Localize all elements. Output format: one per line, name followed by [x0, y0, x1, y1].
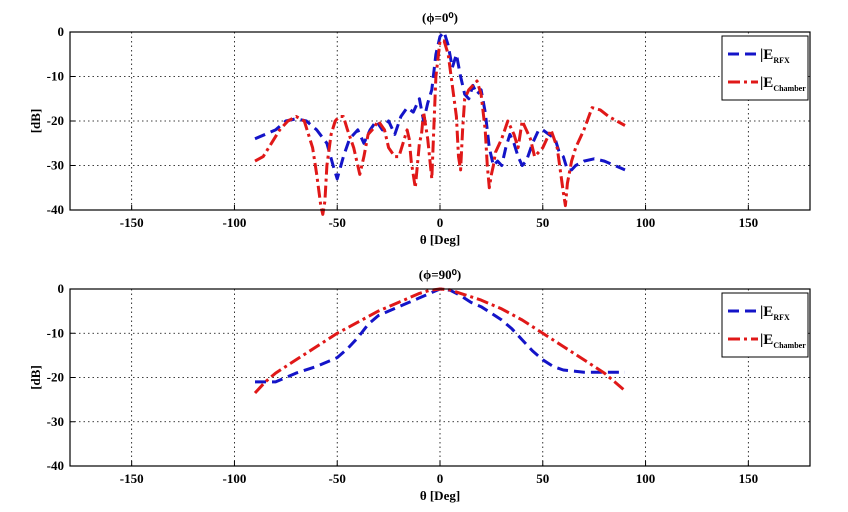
chart-title: (ϕ=0⁰) [422, 10, 458, 25]
y-axis-label: [dB] [28, 109, 43, 134]
y-axis-label: [dB] [28, 365, 43, 390]
y-tick-label: -20 [47, 113, 64, 128]
chart-panel-2: -150 -100 -50 0 50 100 150 0 -10 -20 -30 -40 (ϕ=90⁰)… [28, 267, 811, 503]
x-tick-label: 0 [437, 215, 444, 230]
x-tick-label: -50 [329, 215, 346, 230]
x-tick-label: 100 [636, 215, 656, 230]
x-tick-label: -100 [223, 215, 247, 230]
x-tick-label: 100 [636, 471, 656, 486]
y-tick-label: -40 [47, 458, 64, 473]
x-tick-label: -150 [120, 215, 144, 230]
legend-box [721, 35, 809, 101]
legend: |ERFX |EChamber [721, 292, 809, 358]
x-tick-label: 0 [437, 471, 444, 486]
chart-title: (ϕ=90⁰) [419, 267, 461, 282]
legend-entry-rfx: |ERFX [760, 304, 790, 322]
y-tick-label: -10 [47, 69, 64, 84]
x-tick-label: -50 [329, 471, 346, 486]
legend-entry-chamber: |EChamber [760, 332, 806, 350]
x-tick-label: -150 [120, 471, 144, 486]
series-line-rfx [254, 30, 626, 181]
y-tick-label: -40 [47, 202, 64, 217]
legend-entry-chamber: |EChamber [760, 75, 806, 93]
y-tick-label: -30 [47, 414, 64, 429]
x-tick-label: 50 [536, 215, 549, 230]
x-tick-label: 50 [536, 471, 549, 486]
x-tick-label: 150 [739, 215, 759, 230]
series-line-rfx [255, 287, 625, 384]
legend: |ERFX |EChamber [721, 35, 809, 101]
legend-entry-rfx: |ERFX [760, 47, 790, 65]
y-tick-label: -30 [47, 158, 64, 173]
y-tick-label: -10 [47, 325, 64, 340]
chart-panel-1: -150 -100 -50 0 50 100 150 0 -10 -20 -30 -40 (ϕ=0⁰) θ… [28, 10, 811, 247]
x-tick-label: -100 [223, 471, 247, 486]
legend-box [721, 292, 809, 358]
y-tick-label: 0 [58, 281, 65, 296]
x-axis-label: θ [Deg] [420, 488, 460, 503]
y-tick-label: -20 [47, 370, 64, 385]
x-axis-label: θ [Deg] [420, 232, 460, 247]
y-tick-label: 0 [58, 24, 65, 39]
x-tick-label: 150 [739, 471, 759, 486]
